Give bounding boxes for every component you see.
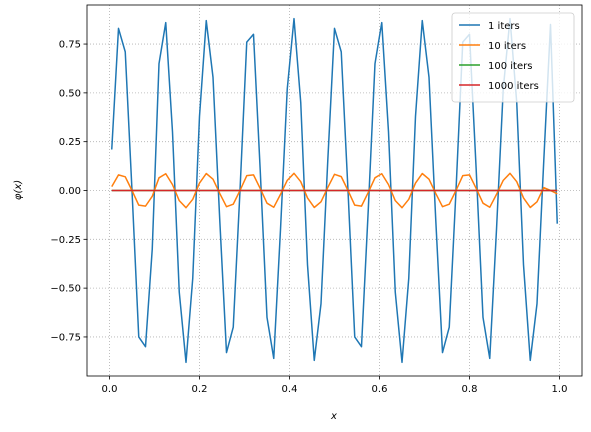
y-tick-label: 0.25 <box>59 137 81 148</box>
series-lines <box>111 17 558 364</box>
series-line-10-iters <box>111 172 558 209</box>
y-tick-label: 0.75 <box>59 40 81 51</box>
legend-entries: 1 iters 10 iters 100 iters 1000 iters <box>459 21 539 92</box>
legend-label: 1000 iters <box>488 81 539 92</box>
legend-box <box>451 12 575 103</box>
legend-label: 100 iters <box>488 61 532 72</box>
y-tick-label: −0.50 <box>50 284 81 295</box>
y-axis-ticks: −0.75 −0.50 −0.25 0.00 0.25 0.50 0.75 <box>50 40 87 343</box>
y-tick-label: −0.25 <box>50 235 81 246</box>
y-tick-label: −0.75 <box>50 332 81 343</box>
y-axis-label: φ(x) <box>13 180 24 200</box>
legend-label: 10 iters <box>488 41 526 52</box>
x-tick-label: 0.0 <box>102 384 118 395</box>
y-tick-label: 0.00 <box>59 186 81 197</box>
x-axis-label: x <box>330 411 337 422</box>
series-line-1-iters <box>111 17 558 364</box>
y-tick-label: 0.50 <box>59 88 81 99</box>
x-tick-label: 0.4 <box>282 384 298 395</box>
x-tick-label: 1.0 <box>552 384 568 395</box>
x-tick-label: 0.6 <box>372 384 388 395</box>
legend-label: 1 iters <box>488 21 520 32</box>
grid <box>87 5 582 376</box>
legend: 1 iters 10 iters 100 iters 1000 iters <box>451 12 575 103</box>
x-axis-ticks: 0.0 0.2 0.4 0.6 0.8 1.0 <box>102 376 568 395</box>
x-tick-label: 0.8 <box>462 384 478 395</box>
x-tick-label: 0.2 <box>192 384 208 395</box>
